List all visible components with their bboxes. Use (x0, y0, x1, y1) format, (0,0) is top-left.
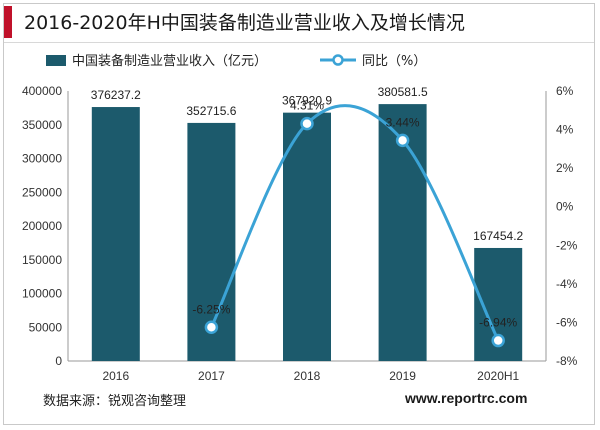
y-right-tick-label: 4% (556, 123, 574, 137)
legend-line-marker (332, 54, 344, 66)
line-value-label: 4.31% (290, 99, 324, 113)
source-note: 数据来源：锐观咨询整理 (43, 394, 187, 409)
bar-series (91, 104, 523, 362)
y-left-tick-label: 250000 (22, 185, 62, 199)
line-value-label: 3.44% (386, 115, 420, 129)
bar-value-label: 376237.2 (91, 88, 141, 102)
y-left-tick-label: 300000 (22, 152, 62, 166)
line-point (395, 133, 410, 148)
legend-line-label: 同比（%） (362, 54, 426, 69)
legend-bar-label: 中国装备制造业营业收入（亿元） (72, 53, 267, 69)
y-left-tick-label: 200000 (22, 219, 62, 233)
line-value-label: -6.94% (479, 316, 517, 330)
y-left-tick-label: 400000 (22, 84, 62, 98)
x-tick-label: 2019 (389, 369, 416, 383)
bar (91, 107, 140, 361)
chart-frame (3, 3, 595, 425)
x-tick-label: 2018 (294, 369, 321, 383)
growth-line (210, 104, 500, 342)
page-title: 2016-2020年H中国装备制造业营业收入及增长情况 (24, 12, 465, 34)
y-right-tick-label: 2% (556, 161, 574, 175)
line-point (300, 116, 314, 131)
bar-value-label: 167454.2 (473, 229, 523, 243)
y-left-tick-label: 350000 (22, 118, 62, 132)
title-accent-bar (4, 6, 12, 38)
bar-value-label: 367920.9 (282, 94, 332, 108)
y-right-tick-label: 0% (556, 200, 574, 214)
x-tick-label: 2020H1 (477, 369, 519, 383)
y-left-tick-label: 150000 (22, 253, 62, 267)
line-value-label: -6.25% (192, 302, 230, 316)
y-right-tick-label: -4% (556, 277, 578, 291)
x-tick-label: 2016 (102, 369, 129, 383)
bar (283, 112, 331, 362)
title-divider (4, 42, 594, 43)
x-tick-label: 2017 (198, 369, 225, 383)
y-left-tick-label: 100000 (22, 287, 62, 301)
line-point (491, 333, 505, 348)
line-series (204, 104, 505, 348)
website-link[interactable]: www.reportrc.com (405, 390, 528, 406)
data-labels: 376237.2 352715.6 367920.9 380581.5 167454.2… (91, 85, 524, 329)
y-right-tick-label: -8% (556, 354, 578, 368)
chart-axes: 0 50000 100000 150000 200000 250000 300000 3500… (22, 84, 578, 383)
y-right-tick-label: 6% (556, 84, 574, 98)
y-right-tick-label: -6% (556, 315, 578, 329)
chart-legend: 中国装备制造业营业收入（亿元） 同比（%） (46, 53, 426, 69)
y-left-tick-label: 0 (55, 354, 62, 368)
bar-value-label: 380581.5 (378, 85, 428, 99)
bar-value-label: 352715.6 (186, 104, 236, 118)
legend-bar-swatch (46, 55, 66, 66)
y-right-tick-label: -2% (556, 238, 578, 252)
y-left-tick-label: 50000 (29, 320, 63, 334)
line-point (204, 320, 219, 334)
